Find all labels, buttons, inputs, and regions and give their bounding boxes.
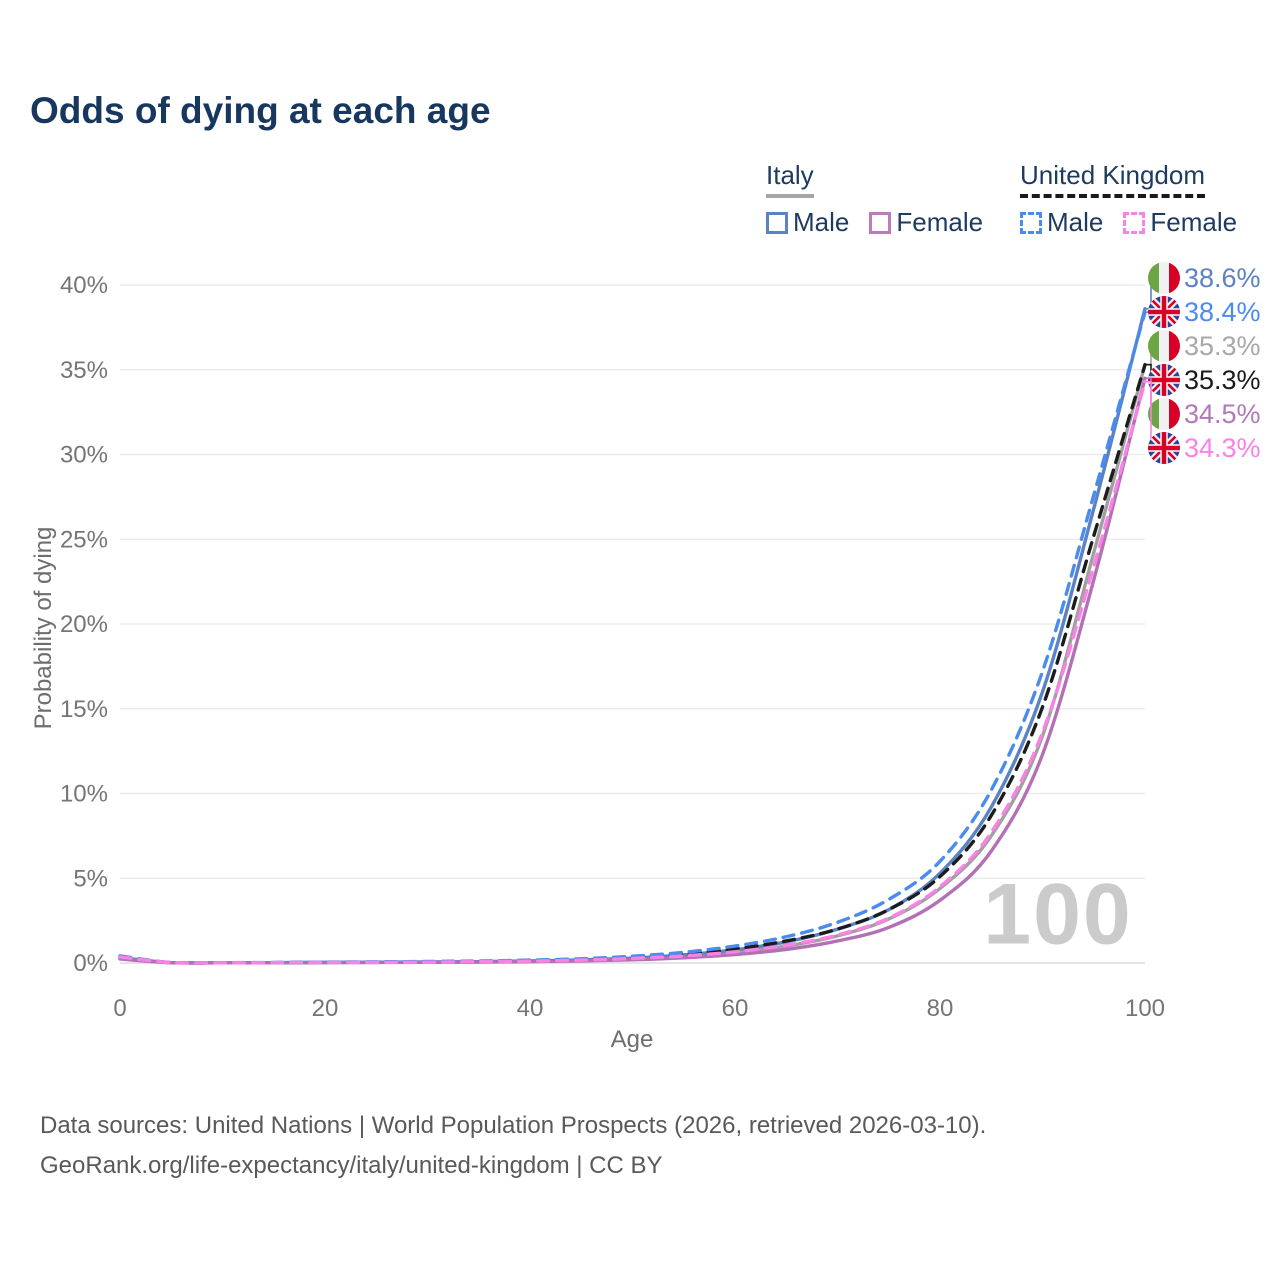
- y-tick-label: 25%: [60, 526, 108, 553]
- legend-country-italy: Italy: [766, 160, 814, 198]
- legend-country-united-kingdom: United Kingdom: [1020, 160, 1205, 198]
- series-end-value: 34.5%: [1184, 399, 1261, 429]
- italy-male-swatch: [766, 211, 788, 234]
- x-tick-label: 80: [927, 995, 954, 1022]
- y-tick-label: 35%: [60, 357, 108, 384]
- series-end-value: 35.3%: [1184, 331, 1261, 361]
- y-tick-label: 5%: [73, 865, 108, 892]
- legend-group-united-kingdom: United Kingdom Male Female: [1020, 160, 1237, 238]
- footer-attribution: GeoRank.org/life-expectancy/italy/united…: [40, 1152, 663, 1179]
- series-end-value: 38.6%: [1184, 263, 1261, 293]
- y-tick-label: 10%: [60, 781, 108, 808]
- legend-item-italy-male: Male: [766, 207, 849, 238]
- x-tick-label: 20: [312, 995, 339, 1022]
- italy-female-swatch: [869, 211, 892, 234]
- series-end-value: 34.3%: [1184, 433, 1261, 463]
- x-tick-label: 60: [722, 995, 749, 1022]
- series-line-united-kingdom-female: [118, 379, 1147, 965]
- series-end-value: 35.3%: [1184, 365, 1261, 395]
- y-tick-label: 30%: [60, 442, 108, 469]
- series-line-italy-female: [118, 376, 1147, 965]
- chart-legend: Italy Male Female United Kingdom Male: [0, 160, 1280, 240]
- italy-flag-icon: [1148, 330, 1180, 362]
- y-tick-label: 20%: [60, 611, 108, 638]
- footer: Data sources: United Nations | World Pop…: [40, 1106, 986, 1186]
- y-tick-label: 0%: [73, 950, 108, 977]
- x-axis-title: Age: [610, 1026, 654, 1053]
- italy-flag-icon: [1148, 398, 1180, 430]
- y-tick-label: 40%: [60, 272, 108, 299]
- x-tick-label: 100: [1125, 995, 1165, 1022]
- series-end-value: 38.4%: [1184, 297, 1261, 327]
- uk-male-swatch: [1020, 211, 1042, 234]
- page-title: Odds of dying at each age: [30, 90, 491, 131]
- x-tick-label: 40: [517, 995, 544, 1022]
- uk-female-swatch: [1123, 211, 1146, 234]
- y-tick-label: 15%: [60, 696, 108, 723]
- legend-item-italy-female: Female: [869, 207, 983, 238]
- legend-item-uk-female: Female: [1123, 207, 1237, 238]
- y-axis-title: Probability of dying: [30, 526, 57, 730]
- age-counter-watermark: 100: [983, 866, 1133, 963]
- legend-item-uk-male: Male: [1020, 207, 1103, 238]
- x-tick-label: 0: [113, 995, 126, 1022]
- italy-flag-icon: [1148, 262, 1180, 294]
- footer-data-sources: Data sources: United Nations | World Pop…: [40, 1112, 987, 1139]
- legend-group-italy: Italy Male Female: [766, 160, 983, 238]
